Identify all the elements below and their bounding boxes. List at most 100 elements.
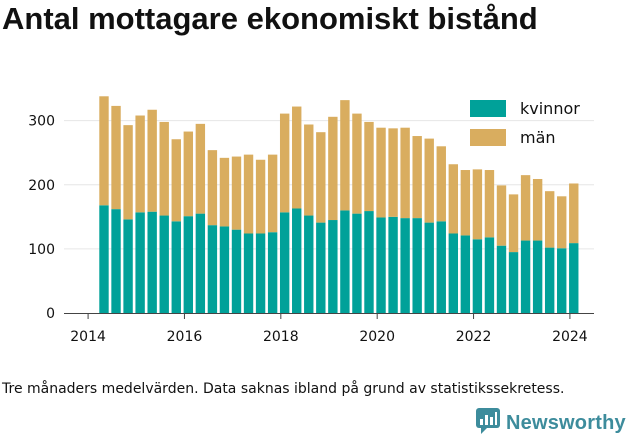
bar-kvinnor [436, 221, 446, 313]
bar-kvinnor [496, 245, 507, 313]
bar-kvinnor [460, 235, 471, 313]
x-tick-label: 2022 [456, 329, 492, 345]
bars [99, 96, 579, 313]
bar-kvinnor [569, 243, 579, 313]
bar-kvinnor [243, 233, 254, 313]
bar-kvinnor [424, 222, 434, 313]
legend-label-man: män [520, 128, 556, 147]
newsworthy-logo-icon [476, 408, 500, 438]
bar-man [376, 127, 386, 218]
bar-man [99, 96, 109, 206]
bar-kvinnor [111, 209, 121, 313]
bar-man [400, 127, 410, 219]
bar-kvinnor [183, 216, 194, 313]
x-tick-label: 2020 [359, 329, 395, 345]
bar-man [472, 169, 483, 240]
bar-kvinnor [376, 217, 386, 313]
bar-man [532, 178, 543, 241]
bar-man [267, 154, 278, 233]
bar-man [135, 115, 145, 213]
bar-man [460, 170, 471, 236]
bar-kvinnor [123, 219, 133, 313]
legend-swatch-kvinnor [470, 100, 506, 117]
bar-man [147, 109, 157, 212]
bar-man [436, 146, 446, 222]
bar-kvinnor [340, 210, 350, 313]
bar-man [496, 185, 507, 246]
y-tick-label: 300 [28, 114, 55, 130]
x-tick-label: 2018 [263, 329, 299, 345]
bar-kvinnor [532, 240, 543, 313]
x-tick-label: 2014 [70, 329, 106, 345]
legend-swatch-man [470, 129, 506, 146]
chart-caption: Tre månaders medelvärden. Data saknas ib… [2, 381, 565, 397]
y-tick-label: 0 [46, 306, 55, 322]
bar-kvinnor [316, 222, 326, 313]
bar-man [231, 156, 242, 230]
bar-man [484, 170, 495, 238]
bar-kvinnor [557, 248, 567, 313]
bar-kvinnor [544, 247, 555, 313]
bar-man [316, 132, 326, 223]
bar-kvinnor [412, 218, 422, 313]
bar-man [352, 113, 362, 214]
bar-man [328, 116, 338, 221]
bar-kvinnor [219, 226, 230, 313]
bar-man [520, 175, 531, 241]
bar-kvinnor [195, 213, 206, 313]
bar-kvinnor [400, 218, 410, 313]
bar-kvinnor [231, 229, 242, 313]
bar-man [364, 121, 374, 212]
y-tick-label: 200 [28, 178, 55, 194]
bar-man [424, 138, 434, 223]
bar-man [557, 196, 567, 249]
bar-kvinnor [508, 252, 519, 313]
brand[interactable]: Newsworthy [476, 408, 626, 438]
bar-man [508, 194, 519, 253]
bar-man [255, 159, 266, 234]
bar-man [304, 124, 314, 216]
bar-kvinnor [267, 232, 278, 313]
bar-kvinnor [279, 212, 290, 313]
bar-man [448, 164, 459, 234]
bar-kvinnor [484, 237, 495, 313]
bar-man [340, 100, 350, 211]
bar-kvinnor [255, 233, 266, 313]
x-tick-label: 2024 [552, 329, 588, 345]
bar-kvinnor [520, 240, 531, 313]
bar-kvinnor [352, 213, 362, 313]
bar-man [544, 191, 555, 248]
bar-kvinnor [388, 216, 398, 313]
bar-man [195, 123, 206, 214]
bar-man [111, 105, 121, 210]
bar-kvinnor [159, 215, 169, 313]
bar-man [123, 125, 133, 220]
legend: kvinnor män [470, 99, 580, 147]
bar-man [171, 139, 181, 222]
stacked-bar-chart: 0 100 200 300 2014 2016 2018 2020 2022 2024 kvinn… [28, 96, 594, 345]
bar-kvinnor [292, 208, 302, 313]
bar-kvinnor [99, 205, 109, 313]
bar-man [412, 136, 422, 219]
bar-man [388, 128, 398, 217]
bar-kvinnor [147, 211, 157, 313]
bar-man [183, 131, 194, 217]
bar-kvinnor [328, 220, 338, 313]
axes: 0 100 200 300 2014 2016 2018 2020 2022 2024 [28, 114, 594, 345]
bar-man [243, 154, 254, 234]
bar-kvinnor [135, 212, 145, 313]
bar-man [207, 150, 218, 226]
bar-kvinnor [207, 225, 218, 313]
y-tick-label: 100 [28, 242, 55, 258]
x-tick-label: 2016 [167, 329, 203, 345]
brand-name: Newsworthy [506, 411, 626, 434]
chart-title: Antal mottagare ekonomiskt bistånd [2, 1, 538, 36]
bar-kvinnor [304, 215, 314, 313]
bar-kvinnor [364, 211, 374, 313]
bar-kvinnor [448, 233, 459, 313]
bar-man [292, 106, 302, 209]
legend-label-kvinnor: kvinnor [520, 99, 580, 118]
bar-man [219, 157, 230, 227]
bar-man [279, 113, 290, 213]
bar-kvinnor [171, 221, 181, 313]
